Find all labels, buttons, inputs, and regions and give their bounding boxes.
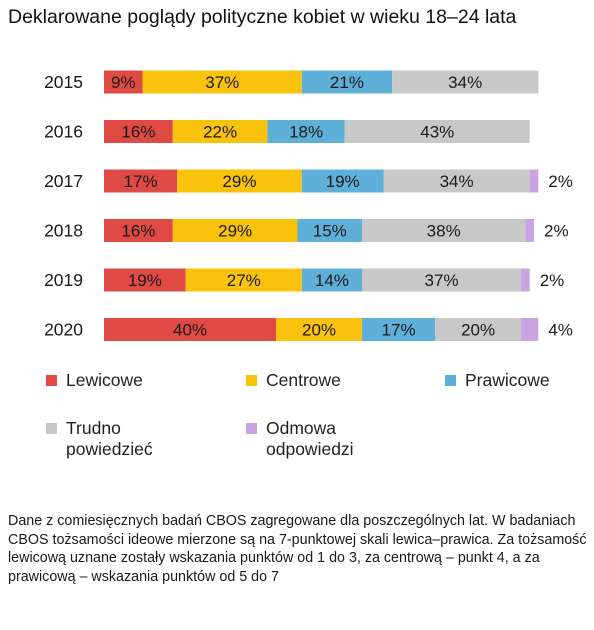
legend-item-trudno: Trudno powiedzieć bbox=[46, 418, 153, 460]
legend-item-lewicowe: Lewicowe bbox=[46, 370, 143, 391]
chart-title: Deklarowane poglądy polityczne kobiet w … bbox=[8, 6, 517, 28]
legend-item-prawicowe: Prawicowe bbox=[445, 370, 550, 391]
year-label-2015: 2015 bbox=[44, 72, 83, 92]
data-label-2017-odmowa: 2% bbox=[548, 172, 573, 191]
data-label-2015-prawicowe: 21% bbox=[330, 73, 364, 92]
year-label-2019: 2019 bbox=[44, 270, 83, 290]
bar-2017-trudno bbox=[383, 169, 530, 193]
year-label-2016: 2016 bbox=[44, 122, 83, 142]
data-label-2017-trudno: 34% bbox=[440, 172, 474, 191]
bar-2016-trudno bbox=[344, 120, 530, 143]
legend-label-centrowe: Centrowe bbox=[266, 370, 341, 390]
year-label-2020: 2020 bbox=[44, 320, 83, 340]
data-label-2015-trudno: 34% bbox=[448, 73, 482, 92]
data-label-2017-centrowe: 29% bbox=[222, 172, 256, 191]
data-label-2019-centrowe: 27% bbox=[227, 271, 261, 290]
data-label-2018-lewicowe: 16% bbox=[121, 222, 155, 241]
bar-2018-lewicowe bbox=[104, 219, 173, 242]
legend-swatch-trudno bbox=[46, 423, 57, 434]
bar-2017-odmowa bbox=[529, 169, 539, 193]
data-label-2019-trudno: 37% bbox=[425, 271, 459, 290]
source-note: Dane z comiesięcznych badań CBOS zagrego… bbox=[8, 513, 587, 585]
legend-label-lewicowe: Lewicowe bbox=[66, 370, 143, 390]
data-label-2016-lewicowe: 16% bbox=[121, 123, 155, 142]
data-label-2020-centrowe: 20% bbox=[302, 321, 336, 340]
data-label-2020-trudno: 20% bbox=[461, 321, 495, 340]
bar-2020-lewicowe bbox=[104, 318, 276, 341]
data-label-2016-trudno: 43% bbox=[420, 123, 454, 142]
stacked-bar-chart: 2015 9% 37% 21% 34% 2016 16% 22% 18% 43% 2017 17% 29… bbox=[44, 70, 573, 341]
bar-2019-trudno bbox=[362, 268, 522, 292]
data-label-2016-prawicowe: 18% bbox=[289, 123, 323, 142]
bar-2020-trudno bbox=[435, 318, 522, 341]
legend-item-centrowe: Centrowe bbox=[246, 370, 341, 391]
bar-2015-prawicowe bbox=[301, 70, 393, 94]
bar-2019-centrowe bbox=[185, 268, 302, 292]
legend-label-trudno: Trudno powiedzieć bbox=[66, 418, 153, 459]
data-label-2020-odmowa: 4% bbox=[548, 321, 573, 340]
data-label-2015-centrowe: 37% bbox=[205, 73, 239, 92]
data-label-2015-lewicowe: 9% bbox=[111, 73, 136, 92]
bar-2015-trudno bbox=[392, 70, 539, 94]
data-label-2018-trudno: 38% bbox=[427, 222, 461, 241]
data-label-2018-odmowa: 2% bbox=[544, 222, 569, 241]
data-label-2020-prawicowe: 17% bbox=[382, 321, 416, 340]
bar-2016-lewicowe bbox=[104, 120, 173, 143]
data-label-2019-prawicowe: 14% bbox=[315, 271, 349, 290]
bar-2016-prawicowe bbox=[267, 120, 345, 143]
bar-2018-odmowa bbox=[525, 219, 534, 242]
legend-label-prawicowe: Prawicowe bbox=[465, 370, 550, 390]
legend-swatch-odmowa bbox=[246, 423, 257, 434]
bar-2017-prawicowe bbox=[301, 169, 384, 193]
bar-2019-odmowa bbox=[521, 268, 530, 292]
legend-swatch-prawicowe bbox=[445, 375, 456, 386]
data-label-2016-centrowe: 22% bbox=[203, 123, 237, 142]
bar-2018-trudno bbox=[362, 219, 526, 242]
bar-2015-centrowe bbox=[142, 70, 302, 94]
bar-2016-centrowe bbox=[172, 120, 268, 143]
data-label-2018-prawicowe: 15% bbox=[313, 222, 347, 241]
data-label-2019-odmowa: 2% bbox=[540, 271, 565, 290]
legend-label-odmowa: Odmowa odpowiedzi bbox=[266, 418, 354, 459]
bar-2017-centrowe bbox=[177, 169, 302, 193]
bar-2019-lewicowe bbox=[104, 268, 186, 292]
data-label-2017-prawicowe: 19% bbox=[326, 172, 360, 191]
bar-2020-odmowa bbox=[521, 318, 539, 341]
bar-2020-centrowe bbox=[276, 318, 362, 341]
legend-item-odmowa: Odmowa odpowiedzi bbox=[246, 418, 354, 460]
bar-2015-lewicowe bbox=[104, 70, 143, 94]
legend-swatch-centrowe bbox=[246, 375, 257, 386]
data-label-2017-lewicowe: 17% bbox=[124, 172, 158, 191]
bar-2017-lewicowe bbox=[104, 169, 178, 193]
legend-swatch-lewicowe bbox=[46, 375, 57, 386]
year-label-2018: 2018 bbox=[44, 221, 83, 241]
bar-2019-prawicowe bbox=[301, 268, 362, 292]
data-label-2018-centrowe: 29% bbox=[218, 222, 252, 241]
bar-2018-prawicowe bbox=[297, 219, 362, 242]
data-label-2019-lewicowe: 19% bbox=[128, 271, 162, 290]
bar-2018-centrowe bbox=[172, 219, 298, 242]
year-label-2017: 2017 bbox=[44, 171, 83, 191]
data-label-2020-lewicowe: 40% bbox=[173, 321, 207, 340]
bar-2020-prawicowe bbox=[362, 318, 436, 341]
